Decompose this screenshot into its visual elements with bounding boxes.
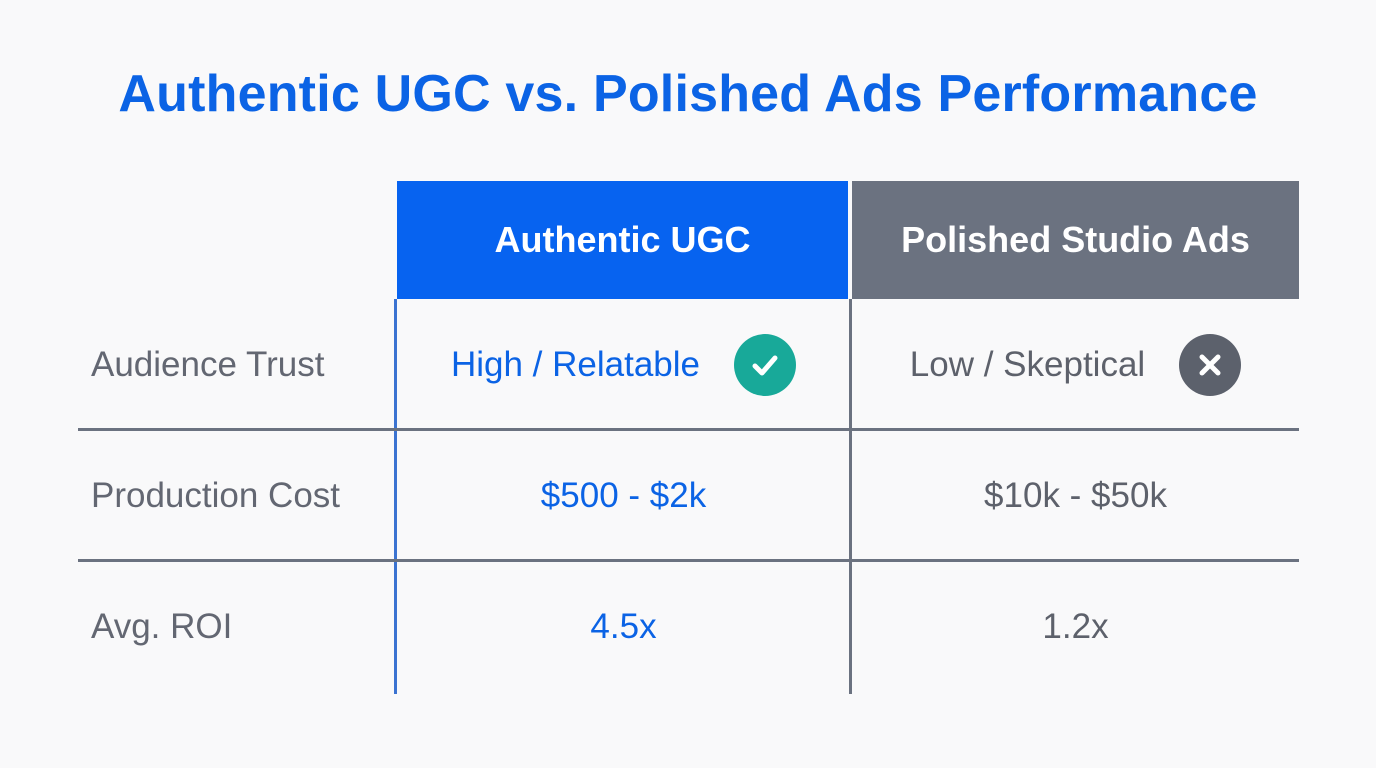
column-header-polished: Polished Studio Ads bbox=[852, 181, 1299, 299]
row-divider bbox=[78, 428, 1299, 431]
cell-ugc-audience-trust-value: High / Relatable bbox=[450, 345, 701, 384]
column-header-ugc: Authentic UGC bbox=[397, 181, 848, 299]
cell-ugc-avg-roi-value: 4.5x bbox=[590, 607, 657, 646]
column-divider bbox=[849, 299, 852, 694]
cell-polished-avg-roi: 1.2x bbox=[852, 562, 1299, 692]
ugc-column-left-border bbox=[394, 299, 397, 694]
column-header-polished-label: Polished Studio Ads bbox=[901, 219, 1250, 260]
cell-polished-production-cost-value: $10k - $50k bbox=[984, 476, 1167, 515]
cell-ugc-production-cost-value: $500 - $2k bbox=[540, 476, 707, 515]
row-divider bbox=[78, 559, 1299, 562]
row-label-audience-trust: Audience Trust bbox=[91, 345, 325, 384]
cell-ugc-production-cost: $500 - $2k bbox=[398, 431, 849, 561]
x-icon bbox=[1179, 334, 1242, 396]
cell-polished-audience-trust-value: Low / Skeptical bbox=[909, 345, 1146, 384]
check-icon bbox=[734, 334, 797, 396]
row-label-avg-roi: Avg. ROI bbox=[91, 607, 233, 646]
cell-ugc-avg-roi: 4.5x bbox=[398, 562, 849, 692]
cell-polished-audience-trust: Low / Skeptical bbox=[852, 300, 1299, 430]
cell-polished-production-cost: $10k - $50k bbox=[852, 431, 1299, 561]
row-label-production-cost: Production Cost bbox=[91, 476, 341, 515]
cell-ugc-audience-trust: High / Relatable bbox=[398, 300, 849, 430]
column-header-ugc-label: Authentic UGC bbox=[494, 219, 751, 260]
cell-polished-avg-roi-value: 1.2x bbox=[1042, 607, 1109, 646]
page-title: Authentic UGC vs. Polished Ads Performan… bbox=[118, 65, 1258, 123]
